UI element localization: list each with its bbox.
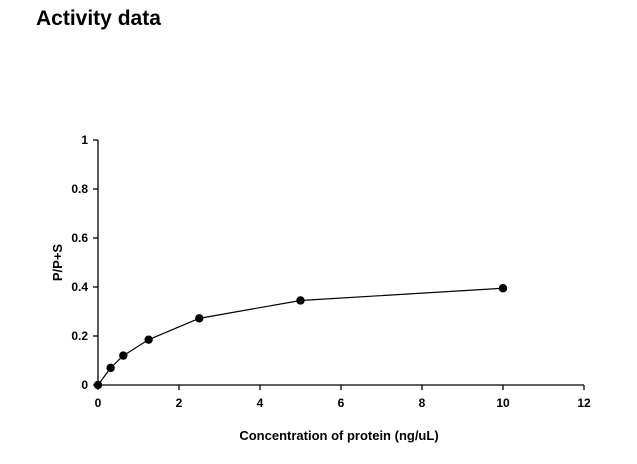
chart-axes <box>97 140 584 386</box>
data-point <box>93 380 103 390</box>
y-tick-label: 0.6 <box>71 231 88 245</box>
data-point <box>144 335 153 344</box>
x-axis-label: Concentration of protein (ng/uL) <box>239 428 438 443</box>
x-tick-label: 0 <box>95 396 102 410</box>
chart-ticks: 0 2 4 6 8 10 12 0 0.2 0.4 0.6 0.8 1 <box>71 133 591 410</box>
y-tick-label: 0.8 <box>71 182 88 196</box>
x-tick-label: 8 <box>419 396 426 410</box>
page-title: Activity data <box>36 7 161 30</box>
data-point <box>119 351 128 360</box>
y-tick-label: 0.4 <box>71 280 88 294</box>
x-tick-label: 10 <box>496 396 510 410</box>
x-tick-label: 12 <box>577 396 591 410</box>
x-tick-label: 4 <box>257 396 264 410</box>
chart-series <box>93 284 508 390</box>
y-tick-label: 0 <box>81 378 88 392</box>
y-tick-label: 0.2 <box>71 329 88 343</box>
data-point <box>498 284 508 293</box>
data-point <box>195 314 204 323</box>
y-tick-label: 1 <box>81 133 88 147</box>
data-point <box>296 296 305 305</box>
data-point <box>106 363 115 373</box>
x-tick-label: 2 <box>176 396 183 410</box>
y-axis-label: P/P+S <box>50 244 65 282</box>
x-tick-label: 6 <box>338 396 345 410</box>
